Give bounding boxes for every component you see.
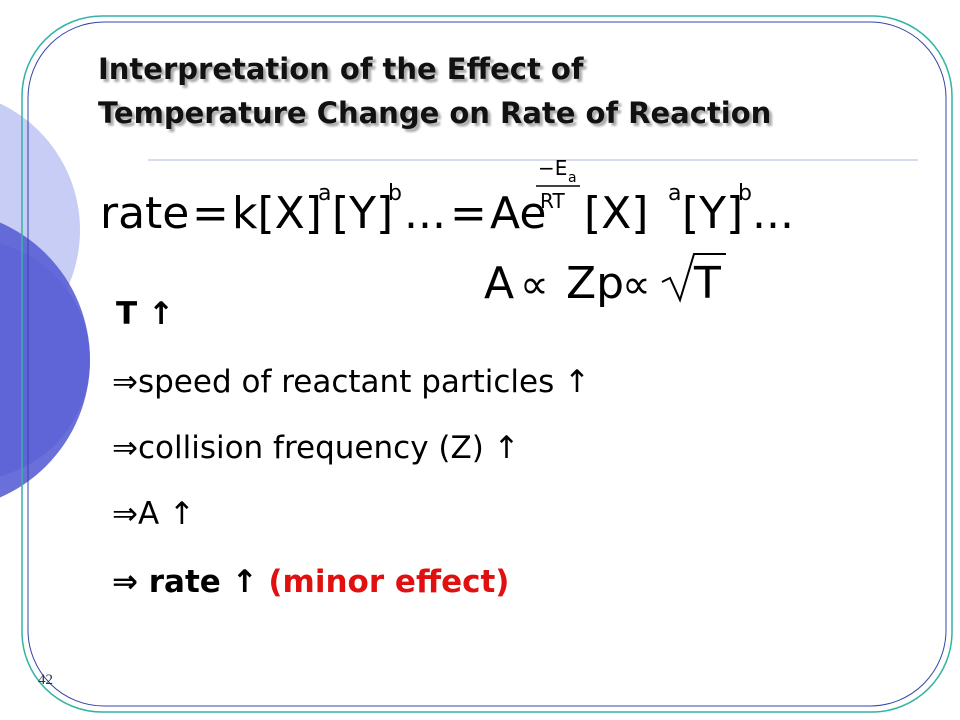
bullet: ⇒ rate ↑ (minor effect) [112, 564, 509, 600]
eq-text: b [388, 181, 402, 206]
eq-text: ... [752, 188, 794, 239]
eq-text: ... [404, 188, 446, 239]
bullet-text: ⇒ rate ↑ [112, 564, 269, 600]
sqrt-sign [661, 253, 726, 303]
equation-1: rate = k[X] a [Y] b ... = Ae −E a RT [X]… [100, 156, 794, 239]
eq-text: T [693, 258, 721, 309]
title-line: Temperature Change on Rate of Reaction [98, 96, 772, 130]
border [21, 15, 953, 713]
eq-text: [Y] [332, 188, 393, 239]
eq-text: ∝ [520, 262, 549, 308]
bullet-note: (minor effect) [268, 564, 510, 600]
eq-text: RT [540, 189, 565, 213]
bullet: ⇒collision frequency (Z) ↑ [112, 430, 520, 466]
eq-text: b [738, 181, 752, 206]
eq-text: A [484, 258, 514, 309]
eq-text: a [318, 181, 331, 206]
bullet: ⇒A ↑ [112, 496, 196, 532]
eq-text: a [668, 181, 681, 206]
bullet: T ↑ [116, 296, 174, 332]
bullet: ⇒speed of reactant particles ↑ [112, 364, 591, 400]
eq-text: a [568, 170, 577, 186]
title-line: Interpretation of the Effect of [98, 52, 584, 86]
eq-text: k[X] [232, 188, 322, 239]
border [27, 21, 947, 707]
eq-text: Ae [490, 188, 546, 239]
eq-text: = [450, 188, 487, 239]
page-number: 42 [38, 672, 53, 688]
eq-text: ∝ [622, 262, 651, 308]
equation-2: A ∝ Zp ∝ T [484, 253, 726, 309]
eq-text: [Y] [682, 188, 743, 239]
eq-text: = [192, 188, 229, 239]
eq-text: rate [100, 188, 189, 239]
eq-text: [X] [584, 188, 648, 239]
eq-text: Zp [566, 258, 624, 309]
eq-text: −E [538, 156, 567, 180]
